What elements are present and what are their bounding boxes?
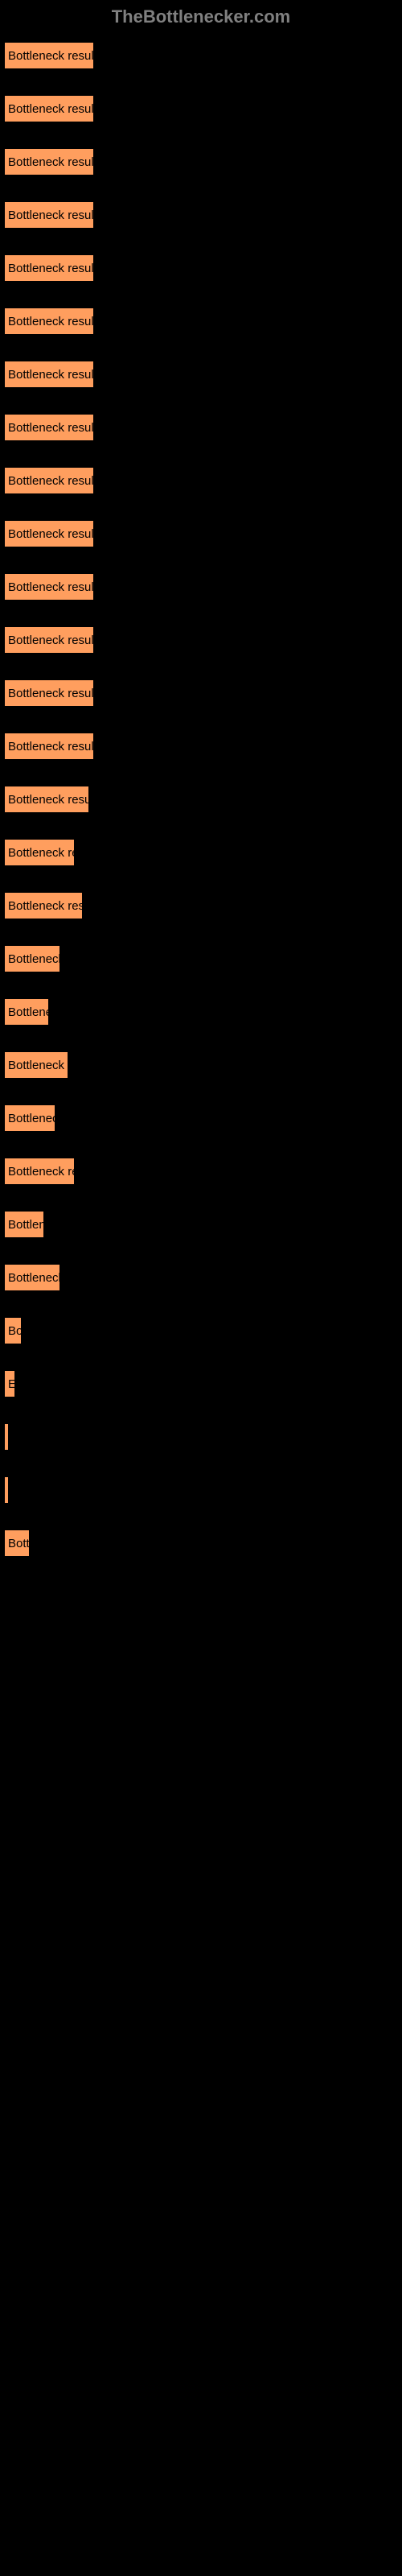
bar-row: Bott xyxy=(4,1530,402,1557)
result-bar: Bottleneck result xyxy=(4,733,94,760)
bar-label: Bottlen xyxy=(8,1218,44,1232)
bar-label: Bottleneck result xyxy=(8,634,94,647)
bar-row: Bottleneck result xyxy=(4,42,402,69)
bar-label: Bottleneck result xyxy=(8,262,94,275)
result-bar: Bottleneck xyxy=(4,945,60,972)
bar-row: Bottleneck result xyxy=(4,201,402,229)
bar-row: Bottleneck re xyxy=(4,1158,402,1185)
bar-label: Bottleneck result xyxy=(8,208,94,222)
bar-row: Bottleneck xyxy=(4,1264,402,1291)
bar-label: Bottleneck result xyxy=(8,474,94,488)
bar-row: Bottleneck result xyxy=(4,414,402,441)
result-bar xyxy=(4,1423,9,1451)
result-bar: Bottleneck result xyxy=(4,361,94,388)
bar-row: Bottleneck result xyxy=(4,361,402,388)
bar-label: Bottleneck re xyxy=(8,846,75,860)
bar-label: Bottleneck result xyxy=(8,102,94,116)
bar-row: Bottleneck result xyxy=(4,254,402,282)
result-bar: Bottleneck result xyxy=(4,786,89,813)
bar-label: Bottleneck result xyxy=(8,527,94,541)
result-bar: Bottleneck re xyxy=(4,839,75,866)
result-bar: Bottleneck result xyxy=(4,42,94,69)
result-bar: Bottleneck re xyxy=(4,1158,75,1185)
bar-row: Bottleneck result xyxy=(4,308,402,335)
result-bar: Bottlen xyxy=(4,1211,44,1238)
bar-label: Bottleneck result xyxy=(8,421,94,435)
result-bar: Bottleneck result xyxy=(4,254,94,282)
result-bar: Bottleneck r xyxy=(4,1051,68,1079)
bar-row: Bottlen xyxy=(4,1211,402,1238)
result-bar: Bottlene xyxy=(4,998,49,1026)
bar-row xyxy=(4,1423,402,1451)
result-bar: Bottleneck result xyxy=(4,679,94,707)
bar-row: Bottleneck result xyxy=(4,95,402,122)
bar-label: Bottlenec xyxy=(8,1112,55,1125)
bar-label: Bottleneck re xyxy=(8,1165,75,1179)
chart-container: Bottleneck result Bottleneck result Bottle… xyxy=(0,34,402,1557)
result-bar: Bottleneck xyxy=(4,1264,60,1291)
result-bar: Bottleneck resu xyxy=(4,892,83,919)
bar-label: Bottleneck xyxy=(8,1271,60,1285)
bar-row: Bottleneck result xyxy=(4,786,402,813)
result-bar: Bottleneck result xyxy=(4,626,94,654)
bar-row: Bottleneck result xyxy=(4,626,402,654)
bar-label: Bott xyxy=(8,1537,30,1550)
bar-row: E xyxy=(4,1370,402,1397)
site-header: TheBottlenecker.com xyxy=(0,0,402,34)
result-bar: Bottleneck result xyxy=(4,95,94,122)
bar-label: Bottleneck result xyxy=(8,793,89,807)
bar-label: Bottleneck result xyxy=(8,740,94,753)
bar-row: Bottlenec xyxy=(4,1104,402,1132)
bar-row: Bottleneck result xyxy=(4,467,402,494)
bar-row: Bottleneck result xyxy=(4,573,402,601)
bar-row: Bottleneck resu xyxy=(4,892,402,919)
bar-label: Bottleneck resu xyxy=(8,899,83,913)
bar-label: Bo xyxy=(8,1324,22,1338)
bar-row: Bottleneck result xyxy=(4,679,402,707)
result-bar: Bottleneck result xyxy=(4,414,94,441)
bar-row: Bottleneck result xyxy=(4,733,402,760)
bar-row: Bottleneck re xyxy=(4,839,402,866)
bar-label: Bottleneck result xyxy=(8,155,94,169)
result-bar: Bottleneck result xyxy=(4,148,94,175)
bar-label: Bottleneck r xyxy=(8,1059,68,1072)
bar-row xyxy=(4,1476,402,1504)
bar-row: Bottleneck r xyxy=(4,1051,402,1079)
result-bar xyxy=(4,1476,9,1504)
bar-label: Bottleneck result xyxy=(8,687,94,700)
result-bar: Bottleneck result xyxy=(4,520,94,547)
bar-row: Bottlene xyxy=(4,998,402,1026)
result-bar: Bottleneck result xyxy=(4,201,94,229)
bar-label: Bottleneck result xyxy=(8,49,94,63)
result-bar: Bottleneck result xyxy=(4,467,94,494)
bar-label: Bottleneck xyxy=(8,952,60,966)
bar-row: Bottleneck xyxy=(4,945,402,972)
bar-label: E xyxy=(8,1377,15,1391)
result-bar: Bottlenec xyxy=(4,1104,55,1132)
bar-row: Bottleneck result xyxy=(4,520,402,547)
result-bar: Bottleneck result xyxy=(4,308,94,335)
bar-label: Bottleneck result xyxy=(8,368,94,382)
bar-label: Bottleneck result xyxy=(8,580,94,594)
bar-row: Bo xyxy=(4,1317,402,1344)
bar-label: Bottleneck result xyxy=(8,315,94,328)
result-bar: Bott xyxy=(4,1530,30,1557)
result-bar: E xyxy=(4,1370,15,1397)
result-bar: Bo xyxy=(4,1317,22,1344)
bar-row: Bottleneck result xyxy=(4,148,402,175)
result-bar: Bottleneck result xyxy=(4,573,94,601)
bar-label: Bottlene xyxy=(8,1005,49,1019)
